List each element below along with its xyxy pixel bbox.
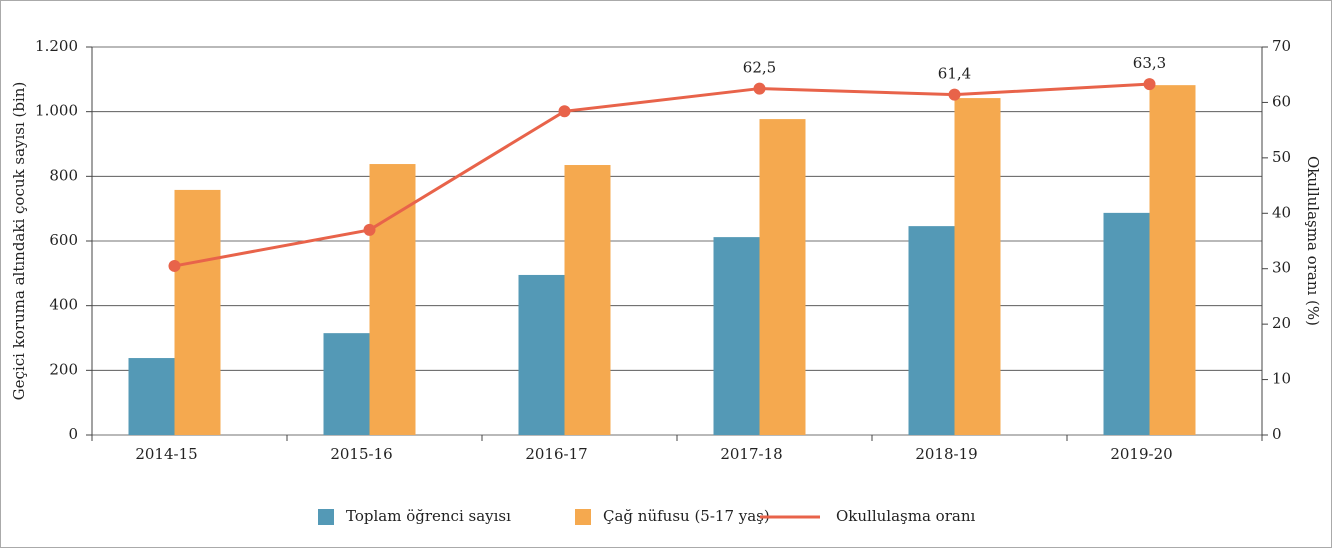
- y2-tick-label: 40: [1272, 203, 1291, 221]
- y2-tick-label: 30: [1272, 259, 1291, 277]
- bar: [323, 333, 370, 435]
- bar: [713, 237, 760, 435]
- y2-tick-label: 60: [1272, 92, 1291, 110]
- y-tick-label: 200: [49, 360, 78, 378]
- line-point: [753, 82, 766, 95]
- x-tick-label: 2018-19: [915, 445, 977, 463]
- y2-axis-title: Okullulaşma oranı (%): [1304, 156, 1322, 326]
- line: [174, 82, 1150, 268]
- x-tick-label: 2015-16: [330, 445, 392, 463]
- line-point: [168, 259, 181, 272]
- legend-label: Çağ nüfusu (5-17 yaş): [603, 507, 770, 525]
- y-tick-label: 1.000: [35, 102, 78, 120]
- y-tick-label: 400: [49, 296, 78, 314]
- bar: [1103, 212, 1150, 435]
- y2-tick-label: 20: [1272, 314, 1291, 332]
- legend-swatch: [575, 509, 591, 525]
- y-tick-label: 0: [68, 425, 78, 443]
- bar: [564, 165, 611, 435]
- bar: [759, 119, 806, 435]
- bar: [518, 274, 565, 435]
- y-tick-label: 600: [49, 231, 78, 249]
- line-point: [558, 105, 571, 118]
- legend-label: Okullulaşma oranı: [836, 507, 975, 525]
- x-tick-label: 2019-20: [1110, 445, 1172, 463]
- y-axis-title: Geçici koruma altındaki çocuk sayısı (bi…: [10, 82, 28, 401]
- bar: [954, 98, 1001, 435]
- bar: [908, 226, 955, 435]
- y-tick-label: 1.200: [35, 37, 78, 55]
- x-tick-label: 2016-17: [525, 445, 587, 463]
- line-point: [1143, 78, 1156, 91]
- line-point: [363, 223, 376, 236]
- y2-tick-label: 70: [1272, 37, 1291, 55]
- data-label: 61,4: [938, 65, 971, 83]
- data-label: 62,5: [743, 59, 776, 77]
- y2-tick-label: 50: [1272, 148, 1291, 166]
- y2-tick-label: 0: [1272, 425, 1282, 443]
- bar: [128, 358, 175, 435]
- line-point: [948, 88, 961, 101]
- legend-swatch: [318, 509, 334, 525]
- data-label: 63,3: [1133, 54, 1166, 72]
- bar: [174, 189, 221, 435]
- y-tick-label: 800: [49, 166, 78, 184]
- x-tick-label: 2014-15: [135, 445, 197, 463]
- bar: [369, 164, 416, 435]
- legend-label: Toplam öğrenci sayısı: [346, 507, 511, 525]
- bar: [1149, 85, 1196, 436]
- x-tick-label: 2017-18: [720, 445, 782, 463]
- y2-tick-label: 10: [1272, 370, 1291, 388]
